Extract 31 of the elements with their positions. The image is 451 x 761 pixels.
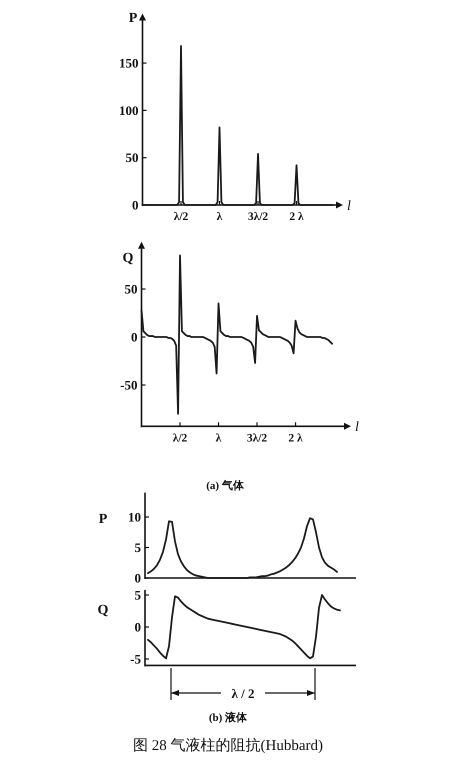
x-tick-label: 3λ/2 [248, 211, 268, 223]
x-tick-label: 2 λ [289, 211, 304, 223]
x-axis-title: l [347, 199, 351, 214]
x-tick-label: 3λ/2 [246, 432, 268, 444]
y-tick-label: -5 [130, 652, 142, 666]
y-axis-title: P [128, 11, 138, 26]
y-tick-label: 0 [132, 198, 138, 212]
x-tick-label: λ/2 [174, 211, 189, 223]
text: (b) 液体 [208, 711, 248, 724]
caption: 图 28 气液柱的阻抗(Hubbard) [133, 737, 323, 754]
y-tick-label: -50 [120, 378, 138, 393]
x-axis-title: l [355, 420, 359, 435]
x-tick-label: 2 λ [288, 432, 304, 444]
y-axis-title: P [98, 512, 108, 527]
y-tick-label: 5 [134, 588, 142, 603]
y-tick-label: 150 [119, 56, 138, 71]
y-axis-title: Q [98, 603, 109, 618]
x-tick-label: λ [216, 432, 222, 444]
text: λ / 2 [232, 686, 254, 701]
x-tick-label: λ [216, 211, 223, 223]
y-tick-label: 50 [124, 282, 138, 297]
y-tick-label: 10 [128, 510, 141, 524]
x-tick-label: λ/2 [172, 432, 188, 444]
text: (a) 气体 [206, 479, 245, 492]
y-tick-label: 0 [134, 620, 141, 635]
y-tick-label: 0 [131, 330, 138, 345]
y-tick-label: 100 [119, 102, 138, 118]
y-tick-label: 0 [134, 570, 141, 586]
y-tick-label: 50 [126, 150, 138, 166]
y-tick-label: 5 [134, 540, 142, 555]
y-axis-title: Q [122, 251, 134, 266]
